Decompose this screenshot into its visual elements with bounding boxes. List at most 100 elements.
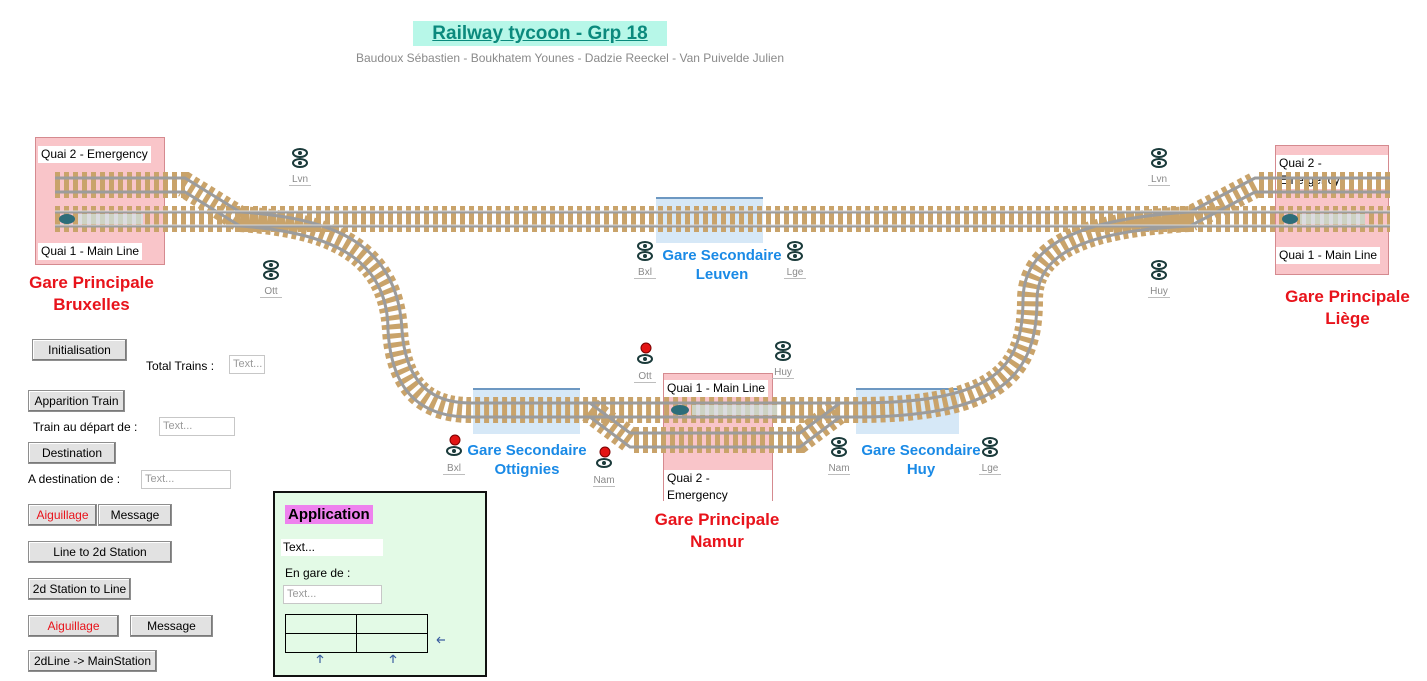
gare-leuven-name: Gare Secondaire Leuven	[651, 246, 793, 284]
red-signal-icon	[637, 342, 653, 364]
gare-liege-line1: Gare Principale	[1285, 287, 1410, 306]
gare-namur-name: Gare Principale Namur	[637, 509, 797, 553]
arrow-left-icon	[436, 636, 445, 644]
en-gare-label: En gare de :	[285, 566, 351, 580]
authors-line: Baudoux Sébastien - Boukhatem Younes - D…	[355, 51, 785, 65]
apparition-train-button[interactable]: Apparition Train	[28, 390, 125, 412]
gare-huy-name: Gare Secondaire Huy	[850, 441, 992, 479]
quai-1-label: Quai 1 - Main Line	[664, 380, 769, 397]
grid-cell	[285, 633, 357, 653]
total-trains-field[interactable]: Text...	[229, 355, 265, 374]
message-button-2[interactable]: Message	[130, 615, 213, 637]
aiguillage-button-1[interactable]: Aiguillage	[28, 504, 97, 526]
train-icon-bruxelles	[59, 214, 143, 224]
gare-liege-line2: Liège	[1325, 309, 1370, 328]
depart-field[interactable]: Text...	[159, 417, 235, 436]
gare-liege-name: Gare Principale Liège	[1270, 286, 1425, 330]
red-signal-icon	[596, 446, 612, 468]
signal-nam-huy[interactable]: Nam	[828, 434, 850, 475]
grid-cell	[356, 614, 428, 634]
eye-signal-icon	[637, 241, 653, 261]
signal-bxl-ottignies[interactable]: Bxl	[443, 434, 465, 475]
signal-label: Lvn	[1148, 174, 1170, 186]
platform-leuven	[656, 197, 763, 243]
eye-signal-icon	[831, 437, 847, 457]
train-icon-liege	[1282, 214, 1365, 224]
signal-label: Bxl	[443, 463, 465, 475]
aiguillage-button-2[interactable]: Aiguillage	[28, 615, 119, 637]
signal-bxl-leuven[interactable]: Bxl	[634, 238, 656, 279]
gare-huy-line2: Huy	[906, 461, 936, 478]
grid-cell	[285, 614, 357, 634]
gare-ottignies-line1: Gare Secondaire	[467, 442, 587, 459]
depart-label: Train au départ de :	[33, 420, 138, 434]
quai-1-label: Quai 1 - Main Line	[38, 243, 143, 260]
eye-signal-icon	[292, 148, 308, 168]
gare-ottignies-name: Gare Secondaire Ottignies	[456, 441, 598, 479]
signal-label: Huy	[1148, 286, 1170, 298]
track-lge-q2	[1183, 172, 1390, 231]
track-namur-q2	[582, 399, 848, 453]
signal-label: Lge	[784, 267, 806, 279]
signal-lvn-east[interactable]: Lvn	[1148, 145, 1170, 186]
signal-label: Huy	[772, 367, 794, 379]
gare-bruxelles-line1: Gare Principale	[29, 273, 154, 292]
red-signal-icon	[446, 434, 462, 456]
gare-bruxelles-name: Gare Principale Bruxelles	[10, 272, 173, 316]
en-gare-field[interactable]: Text...	[283, 585, 382, 604]
gare-namur-line2: Namur	[690, 532, 744, 551]
eye-signal-icon	[787, 241, 803, 261]
2d-station-to-line-button[interactable]: 2d Station to Line	[28, 578, 131, 600]
message-button-1[interactable]: Message	[98, 504, 172, 526]
quai-2-label: Quai 2 - Emergency	[38, 146, 151, 163]
track-ottignies-curve	[239, 206, 1191, 423]
gare-namur-line1: Gare Principale	[654, 510, 780, 529]
signal-ott-west[interactable]: Ott	[260, 257, 282, 298]
eye-signal-icon	[263, 260, 279, 280]
signal-huy-east[interactable]: Huy	[1148, 257, 1170, 298]
track-bxl-q2	[55, 172, 247, 231]
signal-ott-namur[interactable]: Ott	[634, 342, 656, 383]
destination-button[interactable]: Destination	[28, 442, 116, 464]
arrow-up-icon	[316, 654, 324, 663]
gare-leuven-line1: Gare Secondaire	[662, 247, 782, 264]
signal-label: Bxl	[634, 267, 656, 279]
2dline-to-mainstation-button[interactable]: 2dLine -> MainStation	[28, 650, 157, 672]
quai-2-label: Quai 2 - Emergency	[664, 470, 772, 504]
info-grid	[285, 614, 428, 653]
signal-lvn-west[interactable]: Lvn	[289, 145, 311, 186]
gare-leuven-line2: Leuven	[695, 266, 749, 283]
initialisation-button[interactable]: Initialisation	[32, 339, 127, 361]
train-icon-namur	[671, 405, 777, 415]
application-text: Text...	[281, 539, 383, 556]
grid-cell	[356, 633, 428, 653]
station-namur-box: Quai 1 - Main Line Quai 2 - Emergency	[663, 373, 773, 504]
app-title: Railway tycoon - Grp 18	[413, 21, 667, 46]
gare-bruxelles-line2: Bruxelles	[53, 295, 130, 314]
signal-label: Nam	[593, 475, 615, 487]
station-bruxelles-box: Quai 2 - Emergency Quai 1 - Main Line	[35, 137, 165, 265]
arrow-up-icon	[389, 654, 397, 663]
gare-ottignies-line2: Ottignies	[494, 461, 560, 478]
application-panel: Application Text... En gare de : Text...	[273, 491, 487, 677]
signal-label: Lge	[979, 463, 1001, 475]
line-to-2d-station-button[interactable]: Line to 2d Station	[28, 541, 172, 563]
destination-field[interactable]: Text...	[141, 470, 231, 489]
quai-1-label: Quai 1 - Main Line	[1276, 247, 1381, 264]
total-trains-label: Total Trains :	[146, 359, 215, 373]
eye-signal-icon	[775, 341, 791, 361]
destination-label: A destination de :	[28, 472, 121, 486]
signal-nam-ottignies[interactable]: Nam	[593, 446, 615, 487]
signal-label: Ott	[260, 286, 282, 298]
signal-label: Nam	[828, 463, 850, 475]
eye-signal-icon	[1151, 260, 1167, 280]
eye-signal-icon	[982, 437, 998, 457]
gare-huy-line1: Gare Secondaire	[861, 442, 981, 459]
application-title: Application	[285, 505, 373, 524]
signal-label: Ott	[634, 371, 656, 383]
signal-lge-leuven[interactable]: Lge	[784, 238, 806, 279]
signal-huy-namur[interactable]: Huy	[772, 338, 794, 379]
platform-ottignies	[473, 388, 580, 434]
signal-lge-huy[interactable]: Lge	[979, 434, 1001, 475]
